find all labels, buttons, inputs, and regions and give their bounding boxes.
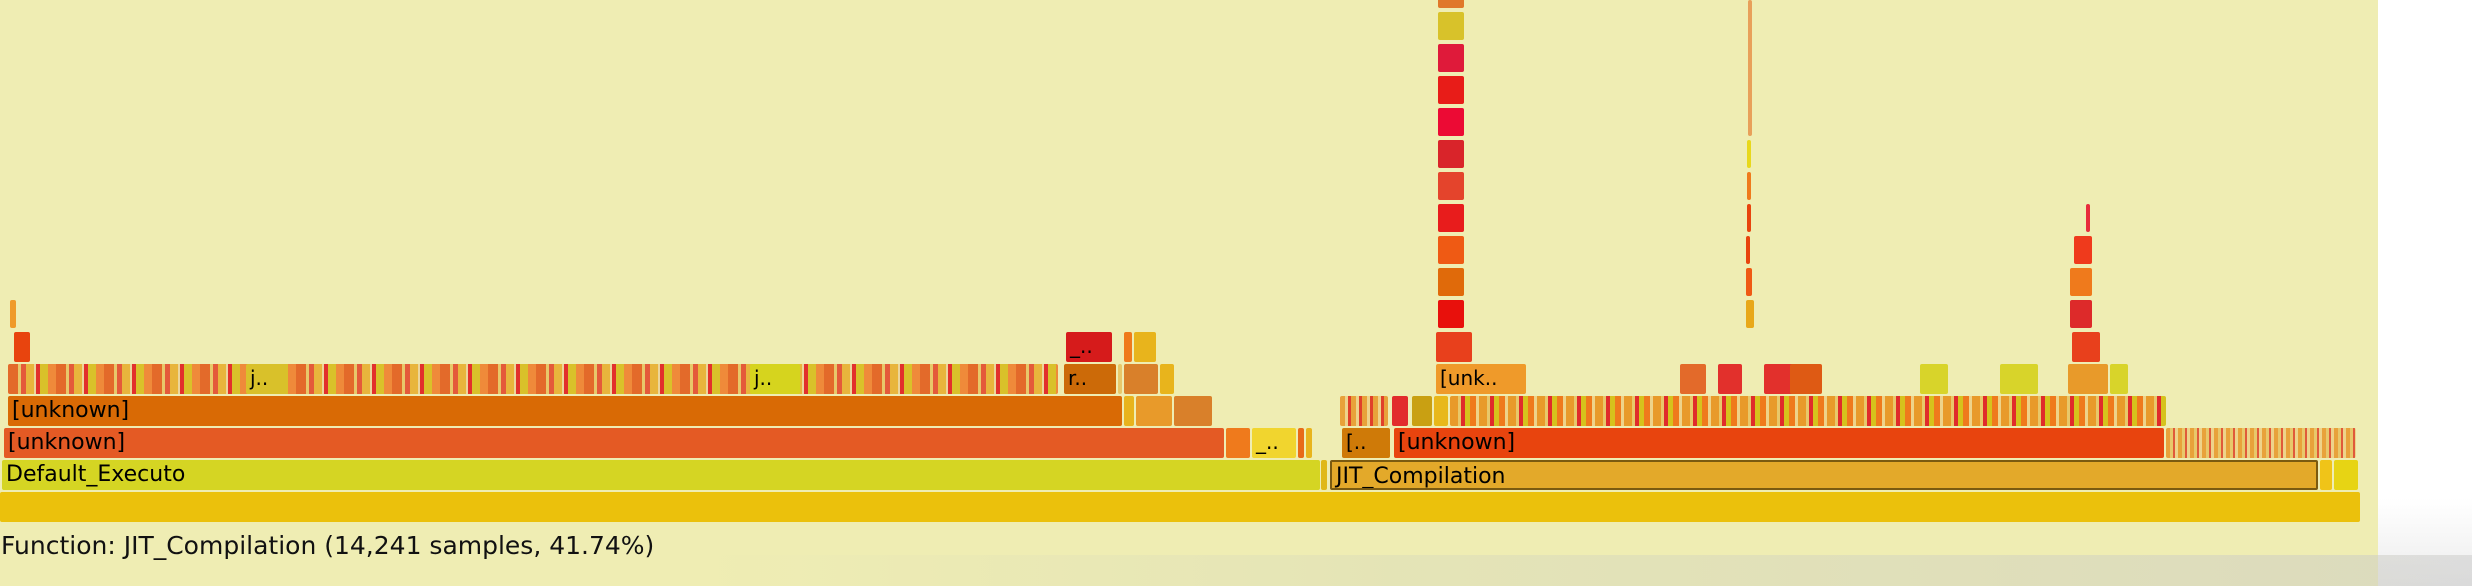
frame-tower-11[interactable] [1438, 0, 1464, 8]
frame-level5-e[interactable] [2072, 332, 2100, 362]
frame-level5-a[interactable] [14, 332, 30, 362]
frame-unknown-short[interactable]: [unk.. [1436, 364, 1526, 394]
frame-stack2-1[interactable] [2070, 300, 2092, 328]
frame-level3-d[interactable] [1174, 396, 1212, 426]
frame-level4-j[interactable] [2000, 364, 2038, 394]
frame-level5-b[interactable] [1124, 332, 1132, 362]
frame-stack2-2[interactable] [2070, 268, 2092, 296]
frame-stack2-4[interactable] [2086, 204, 2090, 232]
frame-level3-stripe[interactable] [1450, 396, 2166, 426]
frame-tower-1[interactable] [1438, 300, 1464, 328]
frame-level3-g[interactable] [1412, 396, 1432, 426]
right-panel-margin [2378, 0, 2472, 586]
frame-level4-f[interactable] [1718, 364, 1742, 394]
frame-level2-b[interactable] [1226, 428, 1250, 458]
frame-level4-c[interactable] [1124, 364, 1158, 394]
frame-root[interactable] [0, 492, 2360, 522]
frame-underscore-b[interactable]: _.. [1066, 332, 1112, 362]
frame-level4-k[interactable] [2068, 364, 2108, 394]
frame-level2-c[interactable] [1298, 428, 1304, 458]
frame-level3-f[interactable] [1392, 396, 1408, 426]
frame-bracket-a[interactable]: [.. [1342, 428, 1390, 458]
frame-unknown-left[interactable]: [unknown] [4, 428, 1224, 458]
frame-level4-h[interactable] [1790, 364, 1822, 394]
frame-level2-tail[interactable] [2166, 428, 2356, 458]
frame-left-edge-1[interactable] [10, 300, 16, 328]
frame-level1-gap-a[interactable] [1321, 460, 1327, 490]
frame-level4-b[interactable] [1118, 364, 1122, 394]
frame-level1-tail-a[interactable] [2320, 460, 2332, 490]
frame-j-short-a[interactable]: j.. [246, 364, 286, 394]
frame-level3-h[interactable] [1434, 396, 1448, 426]
frame-r-short[interactable]: r.. [1064, 364, 1116, 394]
frame-spike-4[interactable] [1747, 204, 1751, 232]
frame-unknown-right[interactable]: [unknown] [1394, 428, 2164, 458]
frame-level4-e[interactable] [1680, 364, 1706, 394]
frame-level3-c[interactable] [1136, 396, 1172, 426]
frame-tower-7[interactable] [1438, 108, 1464, 136]
frame-level4-g[interactable] [1764, 364, 1794, 394]
frame-default-executor[interactable]: Default_Executo [2, 460, 1320, 490]
frame-level1-tail-b[interactable] [2334, 460, 2358, 490]
frame-tower-5[interactable] [1438, 172, 1464, 200]
frame-underscore-a[interactable]: _.. [1252, 428, 1296, 458]
frame-spike-1[interactable] [1746, 300, 1754, 328]
frame-tower-4[interactable] [1438, 204, 1464, 232]
frame-level4-l[interactable] [2110, 364, 2128, 394]
frame-tower-3[interactable] [1438, 236, 1464, 264]
frame-level5-d[interactable] [1436, 332, 1472, 362]
frame-unknown-mid[interactable]: [unknown] [8, 396, 1122, 426]
frame-tower-2[interactable] [1438, 268, 1464, 296]
frame-level5-c[interactable] [1134, 332, 1156, 362]
frame-spike-7[interactable] [1748, 0, 1752, 136]
frame-level3-b[interactable] [1124, 396, 1134, 426]
frame-level4-d[interactable] [1160, 364, 1174, 394]
frame-tower-8[interactable] [1438, 76, 1464, 104]
frame-tower-10[interactable] [1438, 12, 1464, 40]
frame-spike-3[interactable] [1746, 236, 1750, 264]
frame-spike-6[interactable] [1747, 140, 1751, 168]
frame-tower-6[interactable] [1438, 140, 1464, 168]
frame-stack2-3[interactable] [2074, 236, 2092, 264]
frame-level4-stripe-left[interactable] [8, 364, 1058, 394]
frame-spike-5[interactable] [1747, 172, 1751, 200]
frame-j-short-b[interactable]: j.. [750, 364, 800, 394]
frame-jit-compilation[interactable]: JIT_Compilation [1330, 460, 2318, 490]
frame-level2-d[interactable] [1306, 428, 1312, 458]
frame-level4-i[interactable] [1920, 364, 1948, 394]
frame-level3-e[interactable] [1340, 396, 1388, 426]
frame-tower-9[interactable] [1438, 44, 1464, 72]
frame-spike-2[interactable] [1746, 268, 1752, 296]
flame-graph-canvas[interactable]: Default_Executo JIT_Compilation [unknown… [0, 0, 2378, 586]
status-line: Function: JIT_Compilation (14,241 sample… [1, 531, 655, 560]
